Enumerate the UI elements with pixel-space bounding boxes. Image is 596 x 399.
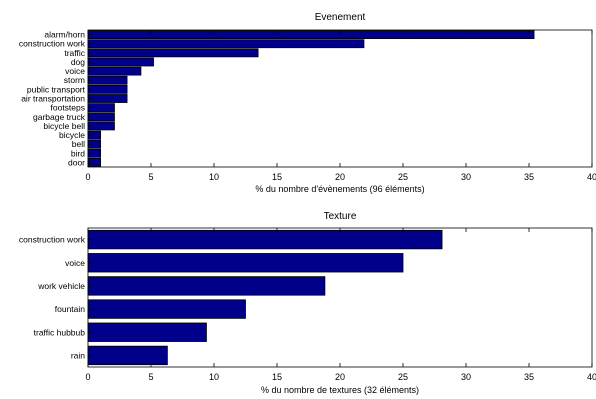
bottom-chart-category-label: rain (71, 350, 85, 360)
top-chart-bar (87, 121, 115, 131)
top-chart-category-label: public transport (27, 84, 86, 94)
top-chart-bar (87, 30, 535, 39)
bottom-chart-category-label: voice (65, 258, 85, 268)
top-chart-x-tick-label: 30 (461, 172, 471, 182)
top-chart-x-tick-label: 10 (209, 172, 219, 182)
bottom-chart-category-label: construction work (19, 235, 86, 245)
bottom-chart-x-tick-label: 35 (524, 372, 534, 382)
bottom-chart-category-label: fountain (55, 304, 86, 314)
top-chart-bar (87, 94, 128, 103)
top-chart-x-axis-label: % du nombre d'évènements (96 éléments) (255, 184, 424, 194)
top-chart-bar (87, 66, 142, 76)
top-chart-category-label: storm (64, 75, 85, 85)
top-chart-category-label: traffic (64, 48, 85, 58)
bottom-chart-bar (87, 299, 246, 319)
top-chart-category-label: voice (65, 66, 85, 76)
top-chart-bar (87, 75, 128, 85)
bottom-chart-x-tick-label: 5 (148, 372, 153, 382)
bottom-chart-bar (87, 276, 326, 296)
top-chart-x-tick-label: 20 (335, 172, 345, 182)
bottom-chart-category-label: work vehicle (37, 281, 85, 291)
bottom-chart-title: Texture (324, 211, 357, 222)
bottom-chart-category-label: traffic hubbub (34, 327, 86, 337)
bottom-chart-x-axis-label: % du nombre de textures (32 éléments) (261, 385, 419, 395)
top-chart-x-tick-label: 15 (272, 172, 282, 182)
top-chart-bar (87, 48, 259, 58)
top-chart-title: Evenement (315, 12, 366, 23)
bottom-chart-x-tick-label: 10 (209, 372, 219, 382)
top-chart-category-label: bicycle (59, 130, 85, 140)
top-chart-bar (87, 112, 115, 122)
bottom-chart-bar (87, 229, 443, 250)
top-chart-x-tick-label: 40 (587, 172, 596, 182)
bottom-chart-bar (87, 253, 404, 273)
top-chart-category-label: bird (71, 148, 85, 158)
top-chart-category-label: door (68, 157, 85, 167)
top-chart-bar (87, 39, 365, 49)
top-chart-bar (87, 57, 154, 67)
top-chart-category-label: footsteps (51, 103, 86, 113)
bottom-chart-x-tick-label: 30 (461, 372, 471, 382)
bottom-chart-bar (87, 345, 168, 366)
top-chart-x-tick-label: 25 (398, 172, 408, 182)
top-chart-category-label: construction work (19, 39, 86, 49)
top-chart-bar (87, 103, 115, 113)
bottom-chart-x-tick-label: 15 (272, 372, 282, 382)
top-chart-x-tick-label: 5 (148, 172, 153, 182)
bottom-chart-x-tick-label: 25 (398, 372, 408, 382)
top-chart-category-label: bicycle bell (43, 121, 85, 131)
top-chart-category-label: bell (72, 139, 85, 149)
top-chart-category-label: dog (71, 57, 85, 67)
bottom-chart-x-tick-label: 0 (85, 372, 90, 382)
bottom-chart-x-tick-label: 20 (335, 372, 345, 382)
top-chart-category-label: alarm/horn (44, 30, 85, 40)
bottom-chart-bar (87, 322, 207, 342)
top-chart-bar (87, 84, 128, 94)
top-chart-x-tick-label: 35 (524, 172, 534, 182)
top-chart-x-tick-label: 0 (85, 172, 90, 182)
bottom-chart-x-tick-label: 40 (587, 372, 596, 382)
top-chart-category-label: air transportation (21, 94, 85, 104)
top-chart-category-label: garbage truck (33, 112, 86, 122)
